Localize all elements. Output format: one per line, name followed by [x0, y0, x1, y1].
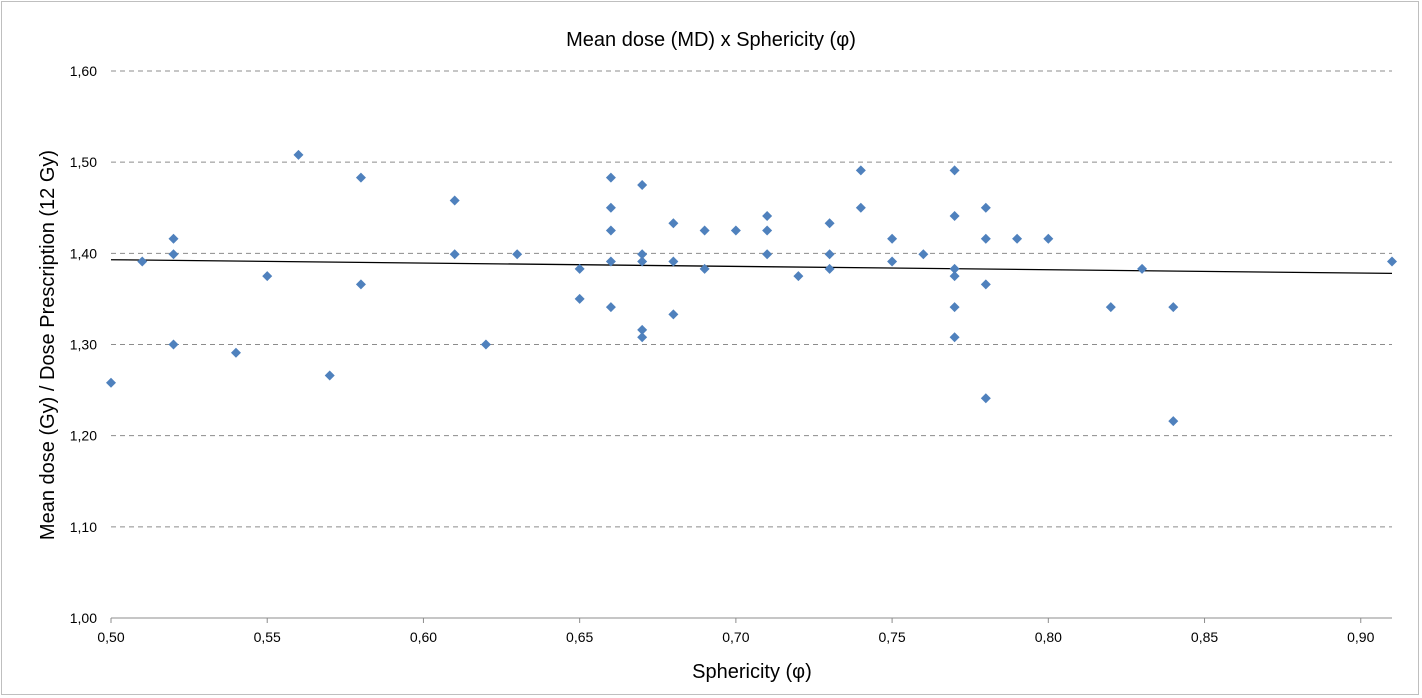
- data-point-57: [1105, 302, 1116, 313]
- data-point-49: [949, 302, 960, 313]
- x-tick-label: 0,85: [1191, 629, 1218, 645]
- data-point-17: [605, 172, 616, 183]
- data-point-58: [1137, 263, 1148, 274]
- y-tick-label: 1,50: [70, 154, 97, 170]
- data-point-45: [949, 165, 960, 176]
- data-point-31: [699, 263, 710, 274]
- data-point-25: [637, 324, 648, 335]
- chart-title: Mean dose (MD) x Sphericity (φ): [566, 29, 856, 51]
- data-point-11: [449, 195, 460, 206]
- data-point-10: [355, 279, 366, 290]
- data-point-4: [168, 339, 179, 350]
- data-point-46: [949, 210, 960, 221]
- x-tick-label: 0,75: [878, 629, 905, 645]
- data-point-52: [980, 233, 991, 244]
- data-point-22: [637, 179, 648, 190]
- data-point-18: [605, 202, 616, 213]
- x-tick-label: 0,90: [1347, 629, 1374, 645]
- data-point-14: [512, 249, 523, 260]
- data-point-56: [1043, 233, 1054, 244]
- data-point-0: [106, 377, 116, 388]
- x-tick-labels: 0,50 0,55 0,60 0,65 0,70 0,75 0,80 0,85 0,90: [97, 618, 1375, 645]
- data-point-44: [918, 249, 929, 260]
- data-point-36: [793, 271, 804, 282]
- data-point-43: [887, 256, 898, 267]
- data-point-26: [637, 332, 648, 343]
- x-tick-label: 0,65: [566, 629, 593, 645]
- data-point-28: [668, 256, 679, 267]
- data-point-41: [855, 202, 866, 213]
- data-point-23: [637, 249, 648, 260]
- data-point-35: [762, 249, 773, 260]
- data-point-32: [730, 225, 741, 236]
- gridlines: [111, 70, 1392, 528]
- data-point-16: [574, 293, 585, 304]
- y-tick-label: 1,30: [70, 337, 97, 353]
- y-tick-label: 1,60: [70, 63, 97, 79]
- y-tick-labels: 1,00 1,10 1,20 1,30 1,40 1,50 1,60: [70, 63, 97, 626]
- data-point-19: [605, 225, 616, 236]
- data-point-48: [949, 271, 960, 282]
- data-point-2: [168, 233, 179, 244]
- x-tick-label: 0,60: [410, 629, 437, 645]
- y-tick-label: 1,10: [70, 519, 97, 535]
- y-tick-label: 1,00: [70, 610, 97, 626]
- data-point-3: [168, 249, 179, 260]
- data-point-38: [824, 249, 835, 260]
- data-point-13: [480, 339, 491, 350]
- data-point-20: [605, 256, 616, 267]
- data-point-24: [637, 256, 648, 267]
- data-point-47: [949, 263, 960, 274]
- data-point-55: [1012, 233, 1023, 244]
- data-point-42: [887, 233, 898, 244]
- data-point-37: [824, 218, 835, 229]
- data-points: [106, 149, 1397, 427]
- y-tick-label: 1,40: [70, 245, 97, 261]
- data-point-8: [324, 370, 335, 381]
- x-tick-label: 0,55: [254, 629, 281, 645]
- data-point-60: [1168, 416, 1179, 427]
- data-point-50: [949, 332, 960, 343]
- data-point-51: [980, 202, 991, 213]
- data-point-53: [980, 279, 991, 290]
- data-point-21: [605, 302, 616, 313]
- data-point-34: [762, 225, 773, 236]
- data-point-15: [574, 263, 585, 274]
- y-tick-label: 1,20: [70, 428, 97, 444]
- data-point-29: [668, 309, 679, 320]
- data-point-7: [293, 149, 304, 160]
- data-point-30: [699, 225, 710, 236]
- data-point-5: [230, 347, 241, 358]
- data-point-40: [855, 165, 866, 176]
- x-axis-title: Sphericity (φ): [692, 661, 812, 683]
- data-point-39: [824, 263, 835, 274]
- linear-trendline: [110, 259, 1393, 275]
- y-axis-title: Mean dose (Gy) / Dose Prescription (12 G…: [37, 150, 59, 540]
- data-point-12: [449, 249, 460, 260]
- data-point-27: [668, 218, 679, 229]
- data-point-33: [762, 210, 773, 221]
- data-point-1: [137, 256, 148, 267]
- x-tick-label: 0,70: [722, 629, 749, 645]
- data-point-54: [980, 393, 991, 404]
- data-point-61: [1387, 256, 1397, 267]
- x-tick-label: 0,80: [1035, 629, 1062, 645]
- x-tick-label: 0,50: [97, 629, 124, 645]
- data-point-6: [262, 271, 273, 282]
- data-point-59: [1168, 302, 1179, 313]
- data-point-9: [355, 172, 366, 183]
